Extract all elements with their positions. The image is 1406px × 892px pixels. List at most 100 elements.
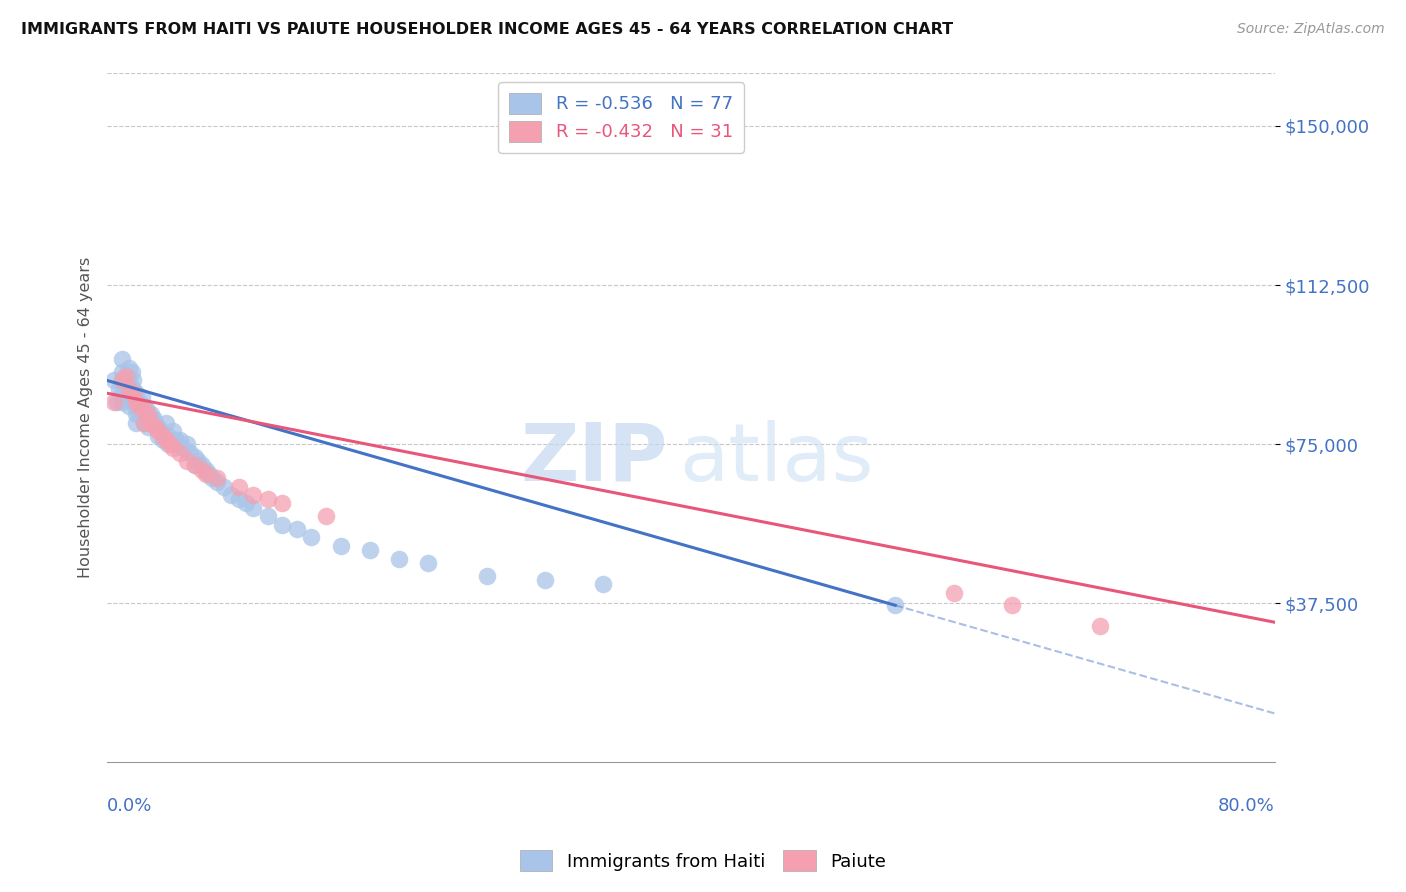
Point	[256, 509, 278, 524]
Point	[122, 386, 145, 401]
Point	[191, 462, 214, 476]
Point	[103, 374, 125, 388]
Point	[256, 492, 278, 507]
Point	[183, 450, 205, 464]
Point	[132, 408, 155, 422]
Legend: R = -0.536   N = 77, R = -0.432   N = 31: R = -0.536 N = 77, R = -0.432 N = 31	[498, 82, 744, 153]
Point	[176, 437, 198, 451]
Point	[125, 408, 148, 422]
Point	[135, 403, 157, 417]
Point	[228, 492, 250, 507]
Point	[534, 573, 557, 587]
Point	[475, 568, 498, 582]
Point	[128, 399, 150, 413]
Point	[1001, 599, 1024, 613]
Point	[315, 509, 337, 524]
Text: atlas: atlas	[679, 420, 873, 498]
Point	[139, 408, 162, 422]
Point	[157, 437, 180, 451]
Point	[172, 442, 194, 456]
Text: IMMIGRANTS FROM HAITI VS PAIUTE HOUSEHOLDER INCOME AGES 45 - 64 YEARS CORRELATIO: IMMIGRANTS FROM HAITI VS PAIUTE HOUSEHOL…	[21, 22, 953, 37]
Point	[131, 391, 153, 405]
Text: 80.0%: 80.0%	[1218, 797, 1275, 814]
Point	[155, 416, 177, 430]
Point	[111, 394, 134, 409]
Point	[592, 577, 614, 591]
Point	[122, 374, 145, 388]
Point	[118, 382, 141, 396]
Point	[162, 442, 184, 456]
Point	[212, 479, 235, 493]
Point	[115, 382, 138, 396]
Point	[884, 599, 907, 613]
Point	[118, 382, 141, 396]
Point	[139, 416, 162, 430]
Point	[418, 556, 440, 570]
Point	[115, 391, 138, 405]
Point	[219, 488, 242, 502]
Point	[125, 394, 148, 409]
Point	[150, 425, 173, 439]
Point	[103, 394, 125, 409]
Point	[139, 416, 162, 430]
Point	[152, 428, 174, 442]
Point	[111, 352, 134, 367]
Point	[152, 433, 174, 447]
Point	[165, 433, 187, 447]
Legend: Immigrants from Haiti, Paiute: Immigrants from Haiti, Paiute	[513, 843, 893, 879]
Point	[129, 399, 152, 413]
Point	[143, 416, 166, 430]
Point	[942, 585, 965, 599]
Point	[271, 517, 294, 532]
Point	[128, 408, 150, 422]
Point	[183, 458, 205, 473]
Point	[148, 428, 170, 442]
Point	[183, 458, 205, 473]
Point	[242, 500, 264, 515]
Point	[176, 454, 198, 468]
Point	[329, 539, 352, 553]
Point	[111, 374, 134, 388]
Point	[205, 471, 228, 485]
Point	[187, 454, 209, 468]
Point	[132, 416, 155, 430]
Point	[169, 433, 191, 447]
Point	[271, 496, 294, 510]
Point	[111, 365, 134, 379]
Point	[125, 399, 148, 413]
Point	[118, 399, 141, 413]
Point	[125, 386, 148, 401]
Point	[1088, 619, 1111, 633]
Text: 0.0%: 0.0%	[107, 797, 152, 814]
Point	[122, 394, 145, 409]
Point	[155, 433, 177, 447]
Point	[191, 458, 214, 473]
Point	[136, 420, 159, 434]
Point	[136, 411, 159, 425]
Point	[205, 475, 228, 490]
Point	[142, 411, 165, 425]
Point	[166, 437, 188, 451]
Point	[179, 445, 201, 459]
Point	[105, 394, 128, 409]
Point	[148, 425, 170, 439]
Point	[118, 374, 141, 388]
Point	[148, 420, 170, 434]
Point	[228, 479, 250, 493]
Y-axis label: Householder Income Ages 45 - 64 years: Householder Income Ages 45 - 64 years	[79, 257, 93, 578]
Point	[198, 467, 221, 481]
Point	[157, 428, 180, 442]
Point	[388, 551, 411, 566]
Point	[128, 394, 150, 409]
Point	[359, 543, 381, 558]
Point	[195, 467, 218, 481]
Point	[132, 416, 155, 430]
Point	[285, 522, 308, 536]
Point	[132, 399, 155, 413]
Point	[143, 420, 166, 434]
Point	[169, 445, 191, 459]
Point	[118, 391, 141, 405]
Point	[195, 462, 218, 476]
Point	[162, 425, 184, 439]
Point	[159, 437, 181, 451]
